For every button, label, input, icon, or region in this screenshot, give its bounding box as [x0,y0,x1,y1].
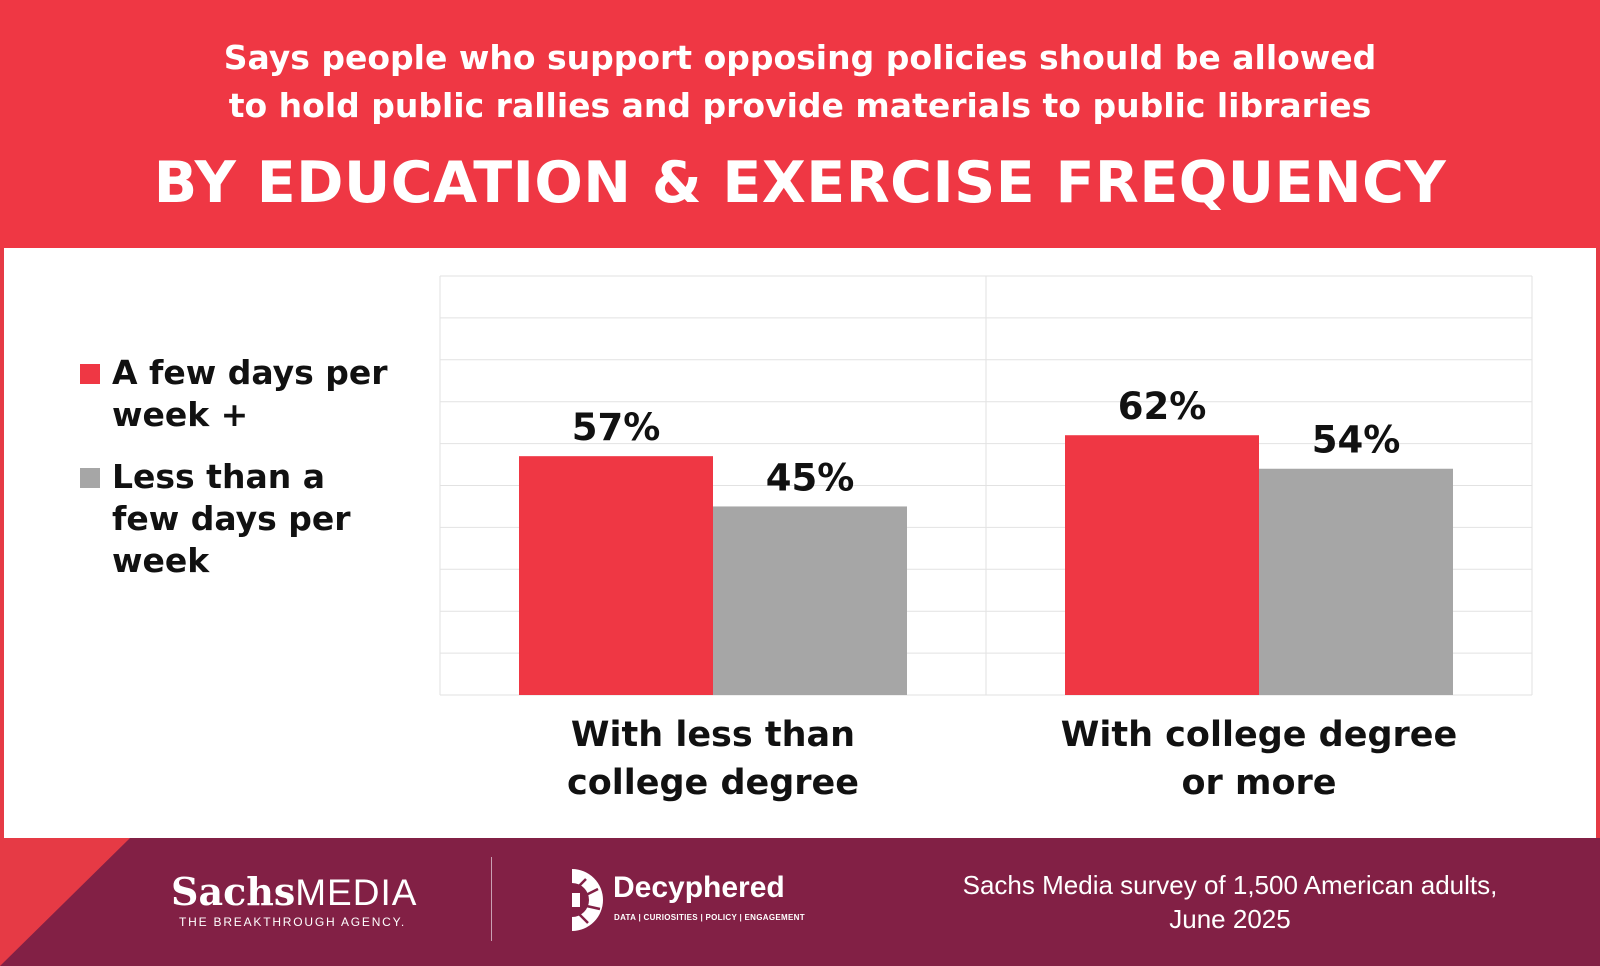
data-label: 57% [572,406,661,449]
footer-divider [491,857,492,941]
chart-subtitle: Says people who support opposing policie… [60,34,1540,130]
data-label: 54% [1312,419,1401,462]
decyphered-wordmark: Decyphered [613,871,785,904]
sachs-media-tagline: THE BREAKTHROUGH AGENCY. [179,915,407,929]
bar-chart: 57% 45% With less than college degree 62% 54%… [439,275,1533,803]
legend-label-frequent: A few days per week + [112,353,388,434]
footer-accent-wedge [0,838,130,966]
sachs-media-logo: SachsMEDIA THE BREAKTHROUGH AGENCY. [171,872,417,930]
red-square-icon [80,364,100,384]
sachs-media-wordmark: SachsMEDIA [171,872,417,913]
source-line-1: Sachs Media survey of 1,500 American adu… [962,870,1498,900]
subtitle-line-1: Says people who support opposing policie… [223,38,1377,77]
category-label: With less than [571,715,855,755]
bar [713,506,907,695]
decyphered-tagline: DATA | CURIOSITIES | POLICY | ENGAGEMENT [614,913,805,922]
legend-label-infrequent: Less than a few days per week [112,457,351,580]
header-banner: Says people who support opposing policie… [0,0,1600,248]
category-label: or more [1181,763,1336,803]
category-label: college degree [567,763,859,803]
bar [1065,435,1259,695]
data-label: 45% [766,456,855,499]
logo-light-part: MEDIA [295,872,418,913]
legend-item-frequent: A few days per week + [80,352,400,436]
chart-legend: A few days per week + Less than a few da… [80,352,400,602]
bar [519,456,713,695]
legend-item-infrequent: Less than a few days per week [80,456,400,582]
source-note: Sachs Media survey of 1,500 American adu… [900,868,1560,936]
category-label: With college degree [1061,715,1458,755]
gray-square-icon [80,468,100,488]
bar [1259,468,1453,695]
decyphered-mark-icon [572,869,603,931]
chart-title: BY EDUCATION & EXERCISE FREQUENCY [153,150,1447,216]
logo-bold-part: Sachs [171,869,296,914]
data-label: 62% [1118,385,1207,428]
footer-bar [0,838,1600,966]
source-line-2: June 2025 [1169,904,1291,934]
subtitle-line-2: to hold public rallies and provide mater… [228,86,1372,125]
